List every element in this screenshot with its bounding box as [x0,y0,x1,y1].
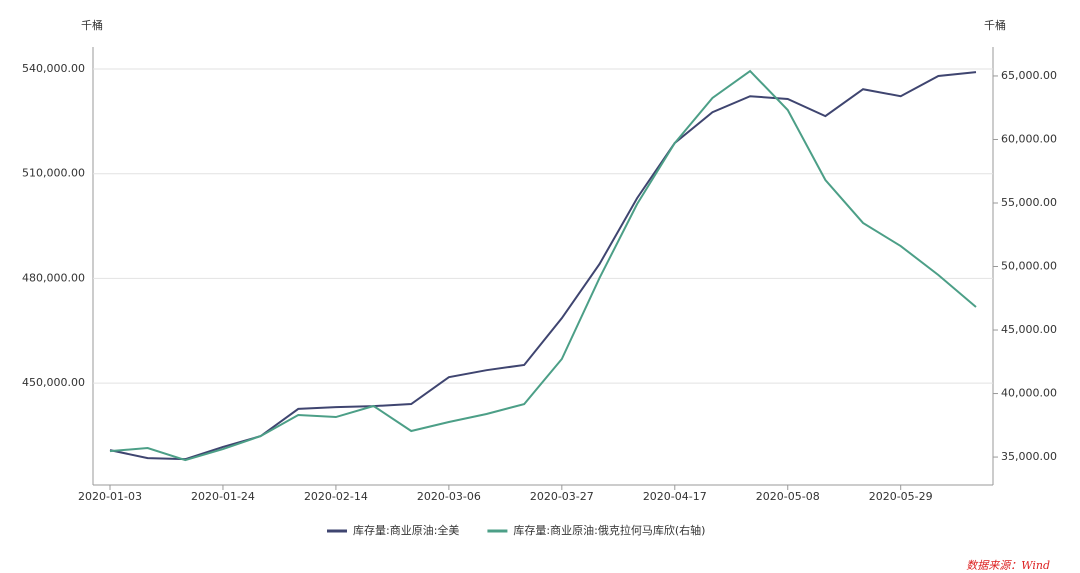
y2-tick-label: 65,000.00 [1001,69,1057,82]
x-tick-label: 2020-01-03 [78,490,142,503]
y2-tick-label: 50,000.00 [1001,260,1057,273]
x-tick-label: 2020-04-17 [643,490,707,503]
x-tick-label: 2020-03-27 [530,490,594,503]
series-line [109,71,977,461]
y2-tick-label: 55,000.00 [1001,196,1057,209]
legend-label: 库存量:商业原油:全美 [353,523,459,537]
y-tick-label: 540,000.00 [22,62,85,75]
x-tick-label: 2020-05-08 [756,490,820,503]
x-tick-label: 2020-03-06 [417,490,481,503]
y2-tick-label: 40,000.00 [1001,387,1057,400]
y2-tick-label: 45,000.00 [1001,323,1057,336]
y-unit: 千桶 [81,18,103,32]
y2-tick-label: 60,000.00 [1001,132,1057,145]
legend-label: 库存量:商业原油:俄克拉何马库欣(右轴) [513,523,705,537]
x-tick-label: 2020-05-29 [869,490,933,503]
series-line [109,69,977,462]
y2-tick-label: 35,000.00 [1001,450,1057,463]
y2-unit: 千桶 [984,18,1006,32]
x-tick-label: 2020-01-24 [191,490,255,503]
y-tick-label: 510,000.00 [22,167,85,180]
source: 数据来源：Wind [966,559,1050,572]
y-tick-label: 480,000.00 [22,271,85,284]
y-tick-label: 450,000.00 [22,376,85,389]
x-tick-label: 2020-02-14 [304,490,368,503]
